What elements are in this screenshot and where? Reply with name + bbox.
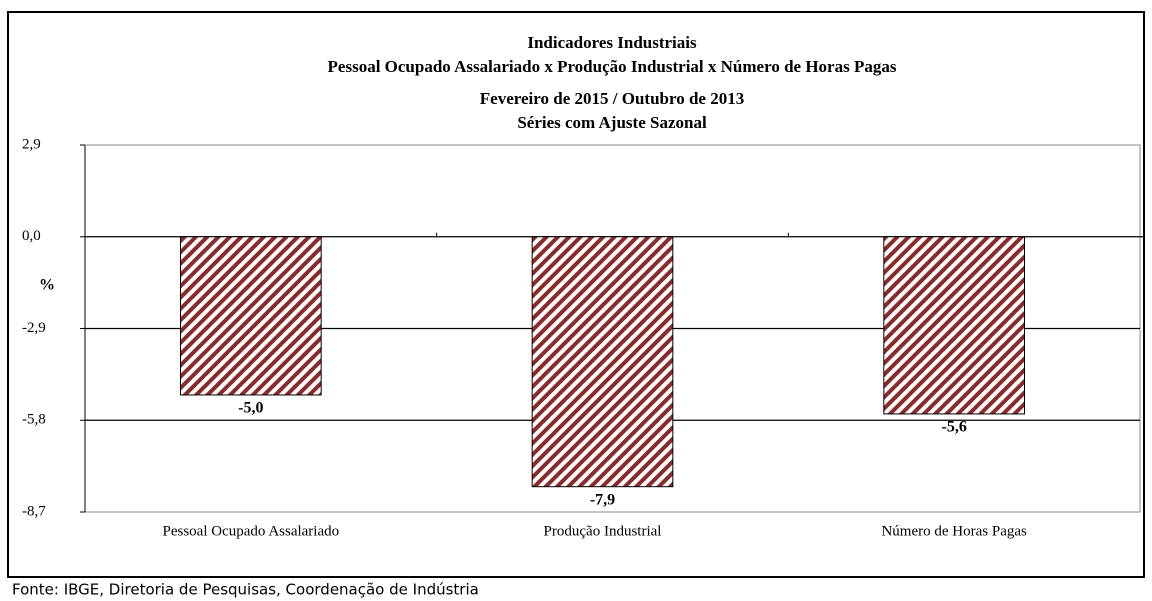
y-tick-label: -8,7 [22,503,46,519]
value-label: -5,6 [942,419,967,436]
x-tick-label: Número de Horas Pagas [881,523,1027,539]
y-tick-label: -5,8 [22,412,46,428]
bar [883,236,1025,415]
chart-border [7,11,1145,578]
source-note: Fonte: IBGE, Diretoria de Pesquisas, Coo… [12,581,479,599]
value-label: -7,9 [590,491,615,508]
chart-subtitle: Séries com Ajuste Sazonal [517,113,707,132]
y-tick-label: -2,9 [22,320,46,336]
chart-title: Indicadores Industriais [527,33,697,52]
x-tick-label: Pessoal Ocupado Assalariado [163,523,340,539]
y-tick-label: 0,0 [22,228,41,244]
y-axis-label: % [39,277,55,294]
chart-subtitle: Pessoal Ocupado Assalariado x Produção I… [328,57,897,76]
bar [180,236,322,396]
x-tick-label: Produção Industrial [544,523,662,539]
chart-subtitle: Fevereiro de 2015 / Outubro de 2013 [480,89,744,108]
value-label: -5,0 [238,400,263,417]
y-tick-label: 2,9 [22,136,41,152]
bar [531,236,674,488]
